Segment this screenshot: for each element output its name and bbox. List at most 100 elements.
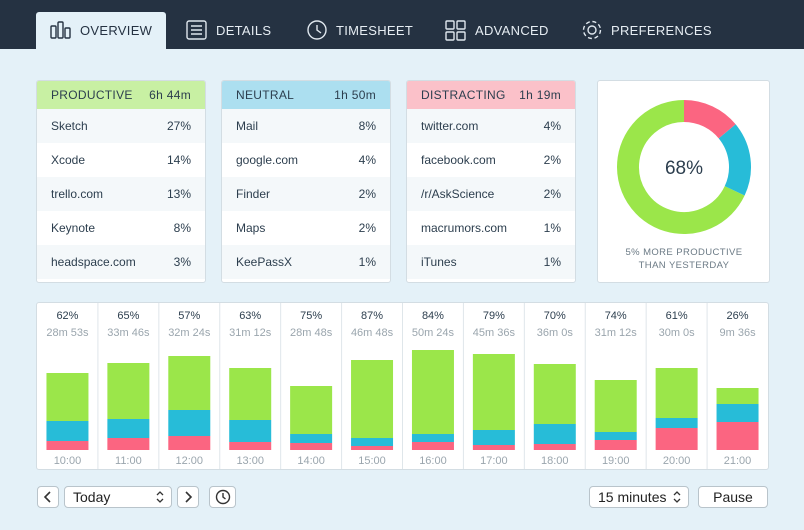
duration-label: 28m 53s: [46, 327, 89, 339]
bar-segment: [533, 424, 576, 444]
tab[interactable]: DETAILS: [186, 12, 271, 49]
row-share: 1%: [543, 221, 561, 235]
table-row: macrumors.com 1%: [407, 211, 575, 245]
bar-segment: [472, 354, 515, 430]
bar-segment: [411, 350, 454, 434]
x-tick-label: 19:00: [602, 455, 630, 467]
row-name: twitter.com: [421, 119, 479, 133]
prev-button[interactable]: [37, 486, 59, 508]
row-share: 1%: [543, 255, 561, 269]
category-card: DISTRACTING 1h 19m twitter.com 4% facebook.c…: [406, 80, 576, 283]
table-row: KeePassX 1%: [222, 245, 390, 279]
table-row: Finder 2%: [222, 177, 390, 211]
bar-segment: [594, 432, 637, 440]
bar-segment: [472, 445, 515, 450]
duration-label: 31m 12s: [229, 327, 272, 339]
interval-label: 15 minutes: [598, 489, 667, 505]
bar-segment: [411, 434, 454, 442]
percent-label: 61%: [666, 310, 688, 322]
bar-segment: [472, 430, 515, 445]
x-tick-label: 21:00: [724, 455, 752, 467]
bar-segment: [107, 363, 150, 419]
percent-label: 57%: [178, 310, 200, 322]
tab[interactable]: TIMESHEET: [306, 12, 413, 49]
percent-label: 79%: [483, 310, 505, 322]
history-button[interactable]: [209, 486, 236, 508]
day-select[interactable]: Today: [64, 486, 172, 508]
x-tick-label: 14:00: [297, 455, 325, 467]
row-name: trello.com: [51, 187, 104, 201]
row-share: 4%: [543, 119, 561, 133]
tab[interactable]: PREFERENCES: [581, 12, 712, 49]
donut-center-label: 68%: [665, 158, 703, 179]
duration-label: 45m 36s: [473, 327, 516, 339]
card-header: PRODUCTIVE 6h 44m: [37, 81, 205, 109]
tab[interactable]: OVERVIEW: [36, 12, 167, 49]
table-row: google.com 4%: [222, 143, 390, 177]
table-row: headspace.com 3%: [37, 245, 205, 279]
duration-label: 33m 46s: [107, 327, 150, 339]
bar-segment: [290, 386, 333, 434]
tab-label: TIMESHEET: [336, 23, 414, 38]
x-tick-label: 12:00: [176, 455, 204, 467]
tab[interactable]: ADVANCED: [445, 12, 549, 49]
row-name: Keynote: [51, 221, 96, 235]
duration-label: 30m 0s: [659, 327, 696, 339]
interval-select[interactable]: 15 minutes: [589, 486, 689, 508]
duration-label: 46m 48s: [351, 327, 394, 339]
row-name: facebook.com: [421, 153, 496, 167]
table-row: Maps 2%: [222, 211, 390, 245]
percent-label: 63%: [239, 310, 261, 322]
bar-segment: [411, 442, 454, 450]
percent-label: 74%: [605, 310, 627, 322]
row-share: 2%: [543, 153, 561, 167]
percent-label: 87%: [361, 310, 383, 322]
row-share: 13%: [166, 187, 191, 201]
bar-segment: [351, 438, 394, 446]
card-rows: twitter.com 4% facebook.com 2% /r/AskScience…: [407, 109, 575, 279]
percent-label: 75%: [300, 310, 322, 322]
table-row: Xcode 14%: [37, 143, 205, 177]
bar-segment: [46, 373, 89, 421]
table-row: twitter.com 4%: [407, 109, 575, 143]
tab-icon: [582, 20, 602, 40]
bar-segment: [290, 434, 333, 443]
card-rows: Sketch 27% Xcode 14% trello.com 13% Keynote 8% h…: [37, 109, 205, 279]
x-tick-label: 18:00: [541, 455, 569, 467]
bar-segment: [716, 422, 759, 450]
bar-segment: [168, 436, 211, 450]
bar-segment: [655, 428, 698, 450]
donut-segment: [617, 100, 745, 234]
icon: [185, 491, 193, 503]
icon: [43, 491, 51, 503]
bar-segment: [533, 444, 576, 450]
row-name: Finder: [236, 187, 271, 201]
donut-segment: [683, 100, 736, 139]
hourly-card: 62% 28m 53s 10:00 65% 33m 46s 11:00 57% 32m 24s…: [36, 302, 769, 470]
row-name: /r/AskScience: [421, 187, 495, 201]
tab-icon: [186, 20, 207, 40]
row-name: KeePassX: [236, 255, 293, 269]
percent-label: 26%: [727, 310, 749, 322]
row-share: 3%: [173, 255, 191, 269]
row-name: macrumors.com: [421, 221, 508, 235]
table-row: Sketch 27%: [37, 109, 205, 143]
bar-segment: [46, 441, 89, 450]
tab-icon: [445, 20, 466, 41]
x-tick-label: 15:00: [358, 455, 386, 467]
bar-segment: [351, 360, 394, 438]
pause-button[interactable]: Pause: [698, 486, 768, 508]
bar-segment: [594, 440, 637, 450]
bar-segment: [655, 368, 698, 418]
duration-label: 36m 0s: [537, 327, 574, 339]
next-button[interactable]: [177, 486, 199, 508]
bar-segment: [351, 446, 394, 450]
row-share: 2%: [543, 187, 561, 201]
row-name: Mail: [236, 119, 259, 133]
row-name: Sketch: [51, 119, 88, 133]
bar-segment: [107, 438, 150, 450]
bar-segment: [716, 388, 759, 404]
icon: [156, 491, 164, 503]
bar-segment: [655, 418, 698, 428]
